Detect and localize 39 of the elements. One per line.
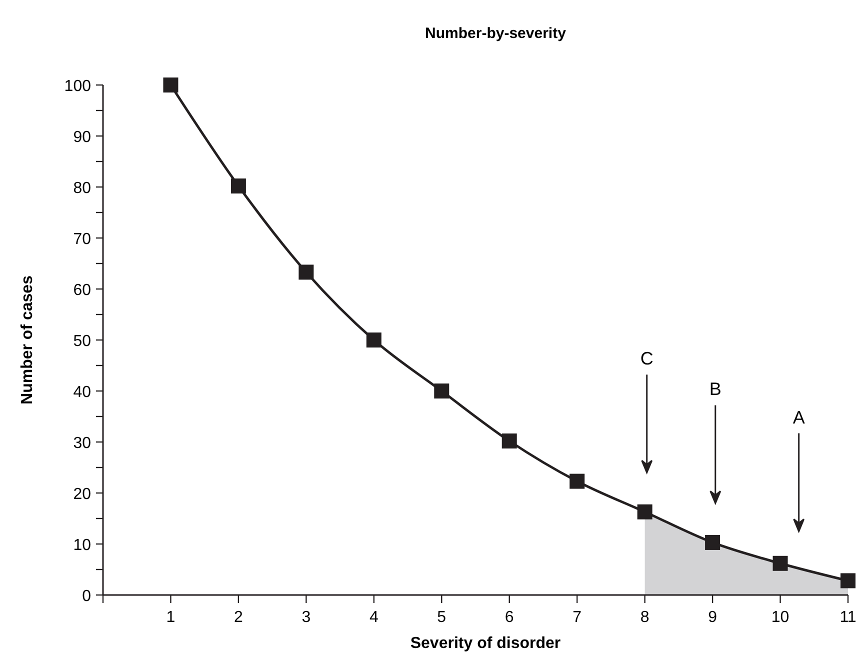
annotation: B: [709, 379, 722, 400]
point: [366, 332, 382, 348]
y-tick-label: 30: [73, 435, 92, 452]
y-tick-label: 60: [73, 282, 92, 299]
x-tick-label: 9: [708, 609, 718, 626]
y-tick-label: 40: [73, 384, 92, 401]
x-tick-label: 7: [572, 609, 582, 626]
annotation: C: [640, 348, 654, 369]
y-tick-label: 20: [73, 486, 92, 503]
y-tick-label: 10: [73, 537, 92, 554]
x-tick-label: 5: [437, 609, 446, 626]
point: [230, 178, 246, 194]
x-tick-label: 4: [369, 609, 378, 626]
annotation: A: [792, 407, 805, 428]
y-tick-label: 100: [64, 78, 92, 95]
point: [502, 433, 517, 448]
x-tick-label: 1: [166, 609, 176, 626]
x-tick-label: 6: [504, 609, 514, 626]
y-tick-label: 70: [73, 231, 92, 248]
y-tick-label: 90: [73, 129, 92, 146]
point: [434, 384, 450, 398]
y-axis-title: Number of cases: [19, 275, 36, 404]
y-tick-label: 0: [82, 588, 92, 605]
x-tick-label: 3: [302, 609, 311, 626]
point: [570, 474, 585, 489]
point: [772, 556, 788, 571]
point: [705, 534, 720, 550]
point: [163, 78, 178, 92]
point: [840, 573, 856, 588]
x-tick-label: 2: [234, 609, 243, 626]
x-tick-label: 11: [840, 609, 856, 626]
point: [637, 504, 652, 520]
point: [298, 264, 314, 280]
x-tick-label: 8: [640, 609, 650, 626]
y-tick-label: 80: [73, 180, 92, 197]
y-tick-label: 50: [73, 333, 92, 350]
x-tick-label: 10: [771, 609, 790, 626]
chart-title: Number-by-severity: [425, 25, 567, 42]
x-axis-title: Severity of disorder: [410, 635, 561, 652]
